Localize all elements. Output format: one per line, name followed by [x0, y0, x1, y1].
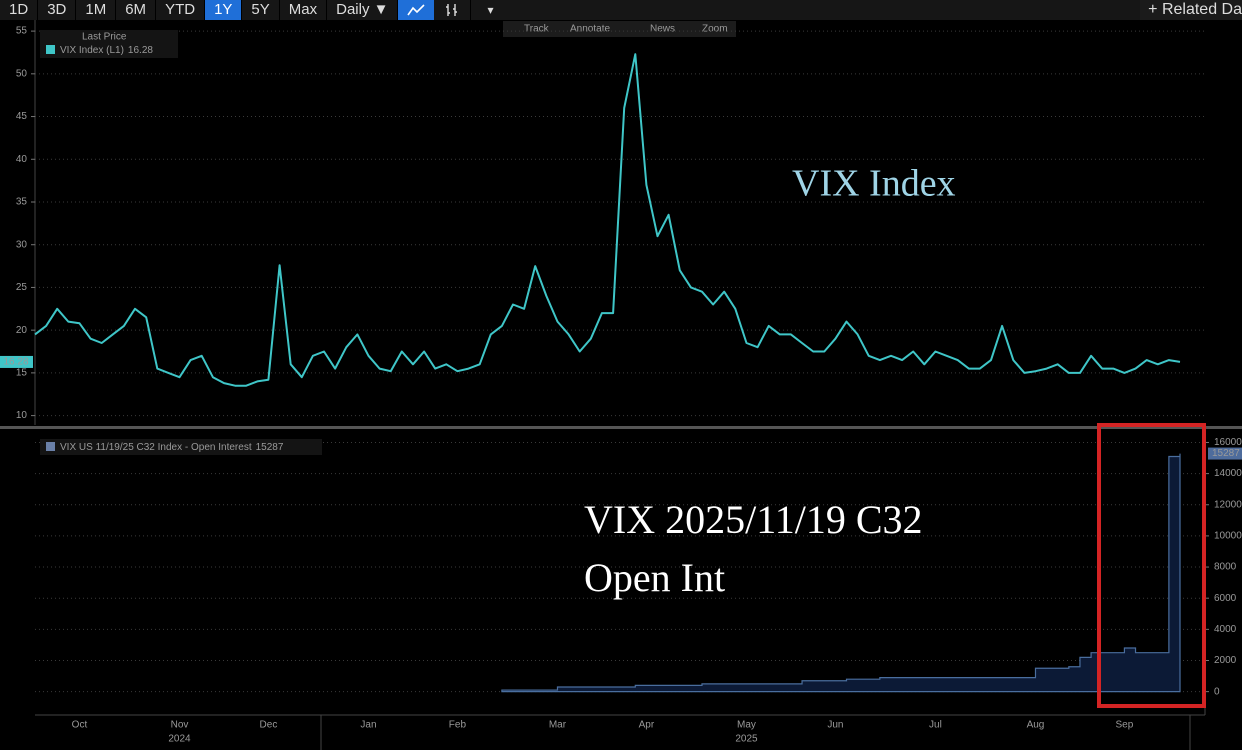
- x-tick-label: Apr: [639, 720, 655, 731]
- last-value-label: 16.28: [3, 357, 28, 368]
- more-dropdown[interactable]: ▾: [487, 3, 494, 17]
- y-tick-label: 55: [16, 26, 28, 37]
- y-tick-label: 20: [16, 325, 28, 336]
- legend-bg: [40, 30, 178, 58]
- chart-tool-button[interactable]: Annotate: [570, 24, 610, 35]
- separator: [326, 0, 328, 20]
- chart: Track Annotate News Zoom1015202530354045505…: [0, 20, 1242, 750]
- range-button[interactable]: 1Y: [205, 0, 242, 20]
- x-tick-label: Mar: [549, 720, 567, 731]
- last-value-box: [1208, 447, 1242, 460]
- x-tick-label: Dec: [260, 720, 278, 731]
- range-button[interactable]: 1D: [9, 1, 29, 18]
- legend-swatch: [46, 45, 55, 54]
- x-tick-label: Sep: [1116, 720, 1134, 731]
- x-tick-label: Nov: [171, 720, 189, 731]
- annotation: VIX 2025/11/19 C32: [584, 497, 923, 542]
- y2-tick-label: 16000: [1214, 437, 1242, 448]
- highlight-box: [1097, 423, 1206, 708]
- y-tick-label: 15: [16, 368, 28, 379]
- x-year-label: 2025: [735, 734, 758, 745]
- separator: [204, 0, 206, 20]
- x-tick-label: Aug: [1027, 720, 1045, 731]
- legend-entry: VIX US 11/19/25 C32 Index - Open Interes…: [60, 442, 284, 453]
- chart-tool-button[interactable]: Zoom: [702, 24, 728, 35]
- legend-name: VIX US 11/19/25 C32 Index - Open Interes…: [60, 442, 252, 453]
- related-label: Related Da: [1161, 1, 1242, 18]
- legend-entry: VIX Index (L1) 16.28: [60, 45, 153, 56]
- y2-tick-label: 2000: [1214, 655, 1237, 666]
- y-tick-label: 45: [16, 111, 28, 122]
- y-tick-label: 40: [16, 154, 28, 165]
- range-button[interactable]: YTD: [165, 1, 196, 18]
- y-tick-label: 30: [16, 239, 28, 250]
- x-tick-label: Jul: [929, 720, 942, 731]
- y-tick-label: 10: [16, 410, 28, 421]
- icon: [407, 4, 426, 16]
- chart-tool-button[interactable]: News: [650, 24, 675, 35]
- legend-bg: [40, 439, 322, 455]
- bar-chart-icon[interactable]: [434, 0, 470, 20]
- open-interest-area: [501, 453, 1181, 693]
- legend-value: 16.28: [128, 45, 153, 56]
- chart-tool-button[interactable]: Track: [524, 24, 550, 35]
- y2-tick-label: 14000: [1214, 468, 1242, 479]
- separator: [155, 0, 157, 20]
- x-tick-label: Jan: [360, 720, 376, 731]
- x-tick-label: Feb: [449, 720, 467, 731]
- frequency-label: Daily: [336, 1, 370, 18]
- legend-title: Last Price: [82, 32, 127, 43]
- separator: [278, 0, 280, 20]
- range-button[interactable]: 1M: [85, 1, 107, 18]
- legend-value: 15287: [256, 442, 284, 453]
- x-tick-label: Jun: [827, 720, 843, 731]
- range-button[interactable]: Max: [288, 1, 318, 18]
- chart-tools-bg: [503, 21, 736, 37]
- legend-swatch: [46, 442, 55, 451]
- toolbar: 1D 3D 1M 6M YTD 1Y 5Y Max Daily ▼ ▾: [0, 0, 1242, 20]
- x-tick-label: May: [737, 720, 756, 731]
- y2-tick-label: 10000: [1214, 531, 1242, 542]
- range-button[interactable]: 6M: [125, 1, 147, 18]
- x-tick-label: Oct: [72, 720, 88, 731]
- separator: [470, 0, 472, 20]
- last-value-box: [0, 355, 33, 368]
- y2-tick-label: 12000: [1214, 499, 1242, 510]
- y2-tick-label: 8000: [1214, 562, 1237, 573]
- icon: [446, 4, 458, 16]
- y2-tick-label: 6000: [1214, 593, 1237, 604]
- chart-tools: Track Annotate News Zoom: [503, 21, 736, 37]
- separator: [115, 0, 117, 20]
- separator: [75, 0, 77, 20]
- annotation: VIX Index: [792, 163, 956, 205]
- y-tick-label: 50: [16, 68, 28, 79]
- y-tick-label: 35: [16, 197, 28, 208]
- separator: [397, 0, 399, 20]
- x-year-label: 2024: [168, 734, 191, 745]
- line-chart-icon[interactable]: [398, 0, 435, 20]
- range-button[interactable]: 3D: [47, 1, 67, 18]
- y2-tick-label: 4000: [1214, 624, 1237, 635]
- range-button[interactable]: 5Y: [251, 1, 270, 18]
- separator: [241, 0, 243, 20]
- price-line: [34, 53, 1181, 387]
- frequency-dropdown[interactable]: Daily ▼: [336, 1, 389, 18]
- y2-tick-label: 0: [1214, 686, 1220, 697]
- legend-name: VIX Index (L1): [60, 45, 124, 56]
- related-data-button[interactable]: + Related Da: [1140, 0, 1242, 20]
- annotation: Open Int: [584, 555, 725, 600]
- y-tick-label: 25: [16, 282, 28, 293]
- separator: [37, 0, 39, 20]
- last-value-label: 15287: [1212, 448, 1240, 459]
